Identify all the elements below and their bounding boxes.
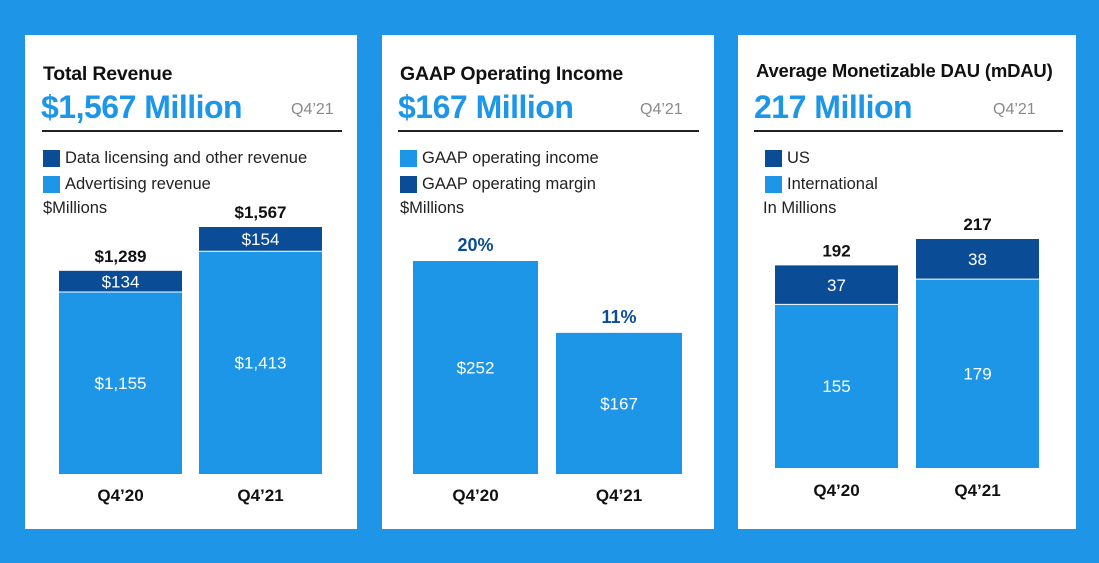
legend-label: US xyxy=(787,148,810,167)
bar-segment-data-licensing-and-other-revenue xyxy=(59,270,182,292)
bar-segment-us xyxy=(916,239,1039,280)
data-label: $134 xyxy=(102,272,140,291)
total-label: $1,567 xyxy=(235,203,287,222)
category-label: Q4’21 xyxy=(954,481,1000,500)
legend-item: GAAP operating income xyxy=(400,145,599,171)
legend-swatch-light xyxy=(400,149,417,167)
legend: US International xyxy=(765,145,878,197)
data-label: 38 xyxy=(968,250,987,269)
bar-segment-advertising-revenue xyxy=(59,291,182,474)
bar-segment-gaap-operating-income xyxy=(413,261,538,474)
data-label: $252 xyxy=(457,359,495,378)
category-label: Q4’20 xyxy=(813,481,859,500)
legend-swatch-dark xyxy=(43,149,60,167)
legend-item: US xyxy=(765,145,878,171)
unit-label: $Millions xyxy=(43,199,108,217)
total-label: $1,289 xyxy=(95,247,147,266)
category-label: Q4’20 xyxy=(452,486,498,505)
legend-label: GAAP operating margin xyxy=(422,174,596,193)
category-label: Q4’21 xyxy=(237,486,283,505)
legend-label: Advertising revenue xyxy=(65,174,211,193)
data-label: $154 xyxy=(242,230,280,249)
legend-label: International xyxy=(787,174,878,193)
legend-item: International xyxy=(765,171,878,197)
bar-segment-gaap-operating-income xyxy=(556,332,682,474)
bar-segment-us xyxy=(775,265,898,305)
total-label: 217 xyxy=(963,215,991,234)
period-label: Q4’21 xyxy=(993,101,1036,118)
category-label: Q4’20 xyxy=(97,486,143,505)
total-revenue-panel: Total Revenue $1,567 Million Q4’21 Data … xyxy=(25,35,357,529)
bar-segment-international xyxy=(775,304,898,468)
data-label: $1,413 xyxy=(235,354,287,373)
legend-item: Data licensing and other revenue xyxy=(43,145,307,171)
bar-segment-advertising-revenue xyxy=(199,251,322,474)
panel-title: GAAP Operating Income xyxy=(400,63,623,85)
data-label: $1,155 xyxy=(95,374,147,393)
headline-value: $167 Million xyxy=(398,89,574,125)
panel-title: Average Monetizable DAU (mDAU) xyxy=(756,60,1053,81)
headline-value: $1,567 Million xyxy=(41,89,243,125)
data-label: 37 xyxy=(827,276,846,295)
total-label: 192 xyxy=(822,241,850,260)
category-label: Q4’21 xyxy=(596,486,642,505)
mdau-chart: 155 37 192 Q4’20 179 38 217 Q4’21 xyxy=(775,215,1039,500)
legend: GAAP operating income GAAP operating mar… xyxy=(400,145,599,197)
legend-label: GAAP operating income xyxy=(422,148,599,167)
legend-swatch-light xyxy=(765,175,782,193)
unit-label: $Millions xyxy=(400,199,465,217)
legend: Data licensing and other revenue Adverti… xyxy=(43,145,307,197)
headline-value: 217 Million xyxy=(754,89,913,125)
unit-label: In Millions xyxy=(763,199,837,217)
divider xyxy=(754,130,1063,132)
divider xyxy=(42,130,342,132)
mdau-panel: Average Monetizable DAU (mDAU) 217 Milli… xyxy=(738,35,1076,529)
period-label: Q4’21 xyxy=(291,101,334,118)
divider xyxy=(398,130,699,132)
legend-label: Data licensing and other revenue xyxy=(65,148,308,167)
period-label: Q4’21 xyxy=(640,101,683,118)
data-label: $167 xyxy=(600,394,638,413)
operating-income-chart: $252 20% Q4’20 $167 11% Q4’21 xyxy=(413,235,682,505)
data-label: 179 xyxy=(963,365,991,384)
legend-swatch-dark xyxy=(400,175,417,193)
data-label: 155 xyxy=(822,377,850,396)
margin-label: 11% xyxy=(601,307,636,327)
panel-title: Total Revenue xyxy=(43,63,173,85)
margin-label: 20% xyxy=(457,235,493,255)
bar-segment-international xyxy=(916,279,1039,468)
bar-segment-data-licensing-and-other-revenue xyxy=(199,227,322,252)
revenue-chart: $1,155 $134 $1,289 Q4’20 $1,413 $154 $1,567 Q4’… xyxy=(59,203,322,505)
legend-item: Advertising revenue xyxy=(43,171,307,197)
legend-swatch-light xyxy=(43,175,60,193)
legend-item: GAAP operating margin xyxy=(400,171,599,197)
operating-income-panel: GAAP Operating Income $167 Million Q4’21… xyxy=(382,35,714,529)
legend-swatch-dark xyxy=(765,149,782,167)
